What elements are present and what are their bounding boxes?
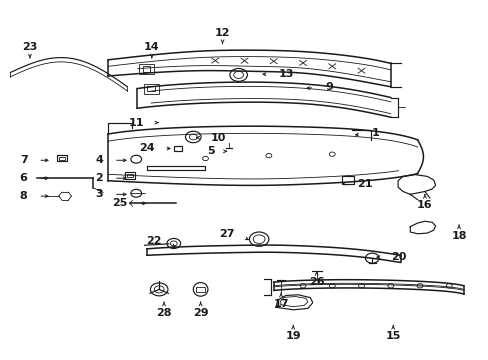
Bar xyxy=(127,174,133,177)
Bar xyxy=(142,66,150,72)
Text: 23: 23 xyxy=(22,42,38,52)
Text: 14: 14 xyxy=(144,42,160,52)
Text: 25: 25 xyxy=(112,198,127,208)
Text: 13: 13 xyxy=(278,69,293,79)
Bar xyxy=(147,86,155,91)
Text: 3: 3 xyxy=(95,189,103,199)
Text: 8: 8 xyxy=(20,191,27,201)
Text: 19: 19 xyxy=(285,331,301,341)
Text: 18: 18 xyxy=(450,231,466,240)
Bar xyxy=(57,155,66,161)
Text: 26: 26 xyxy=(308,277,324,287)
Text: 24: 24 xyxy=(139,143,154,153)
Text: 15: 15 xyxy=(385,331,400,341)
Bar xyxy=(341,176,353,184)
Text: 28: 28 xyxy=(156,308,171,318)
Text: 1: 1 xyxy=(370,129,378,138)
Text: 7: 7 xyxy=(20,155,27,165)
Bar xyxy=(196,287,204,292)
Text: 20: 20 xyxy=(390,252,406,262)
Text: 9: 9 xyxy=(325,82,332,92)
Text: 4: 4 xyxy=(95,155,103,165)
Bar xyxy=(174,146,182,151)
Bar xyxy=(144,84,158,94)
Bar xyxy=(139,64,154,74)
Text: 11: 11 xyxy=(129,118,144,128)
Text: 17: 17 xyxy=(273,299,288,309)
Text: 12: 12 xyxy=(214,28,230,38)
Bar xyxy=(125,172,135,179)
Text: 16: 16 xyxy=(416,200,432,210)
Text: 21: 21 xyxy=(356,179,371,189)
Bar xyxy=(59,157,64,159)
Text: 2: 2 xyxy=(95,173,103,183)
Text: 27: 27 xyxy=(219,229,234,239)
Text: 5: 5 xyxy=(207,146,215,156)
Text: 6: 6 xyxy=(20,173,27,183)
Text: 10: 10 xyxy=(210,133,225,143)
Text: 22: 22 xyxy=(146,236,161,246)
Text: 29: 29 xyxy=(192,308,208,318)
